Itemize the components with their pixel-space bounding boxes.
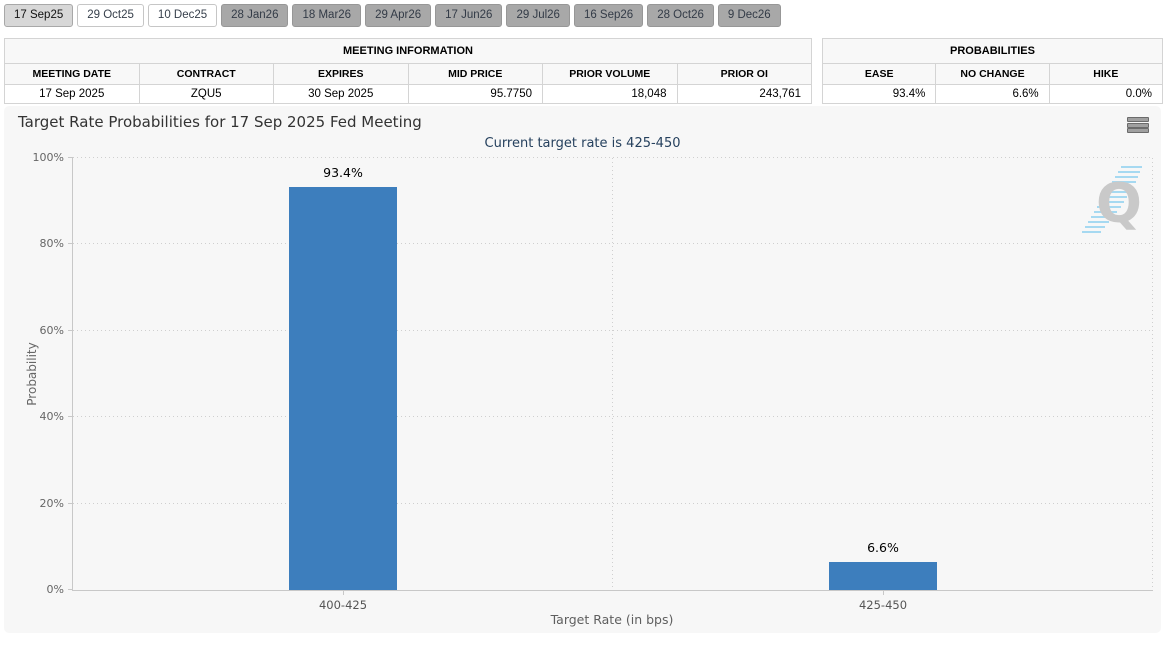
gridline	[73, 502, 1153, 504]
vertical-gridline	[1152, 158, 1153, 590]
probabilities-header-row: EASE NO CHANGE HIKE	[821, 63, 1164, 85]
tab-29-oct25[interactable]: 29 Oct25	[77, 4, 144, 27]
column-header: EXPIRES	[273, 63, 409, 85]
tab-17-jun26[interactable]: 17 Jun26	[435, 4, 503, 27]
y-axis-tick	[68, 589, 73, 590]
table-cell: 93.4%	[821, 84, 937, 104]
column-header: MID PRICE	[407, 63, 543, 85]
meeting-info-title: MEETING INFORMATION	[4, 38, 812, 64]
y-axis-tick	[68, 502, 73, 504]
chart-context-menu-icon[interactable]	[1127, 117, 1149, 133]
tab-9-dec26[interactable]: 9 Dec26	[717, 4, 781, 27]
tab-10-dec25[interactable]: 10 Dec25	[147, 4, 218, 27]
table-cell: 0.0%	[1048, 84, 1164, 104]
tab-17-sep25[interactable]: 17 Sep25	[4, 4, 74, 27]
meeting-info-data-row: 17 Sep 2025 ZQU5 30 Sep 2025 95.7750 18,048 2…	[4, 84, 812, 104]
probabilities-title: PROBABILITIES	[822, 38, 1163, 64]
column-header: NO CHANGE	[935, 63, 1050, 85]
table-cell: 95.7750	[407, 84, 543, 104]
x-axis-title: Target Rate (in bps)	[550, 612, 674, 627]
tab-18-mar26[interactable]: 18 Mar26	[292, 4, 362, 27]
y-axis-tick-label: 40%	[39, 410, 64, 424]
svg-text:Q: Q	[1096, 172, 1142, 235]
column-header: PRIOR OI	[676, 63, 812, 85]
probabilities-data-row: 93.4% 6.6% 0.0%	[821, 84, 1164, 104]
y-axis-tick-label: 20%	[39, 496, 64, 510]
column-header: HIKE	[1048, 63, 1164, 85]
bar-400-425[interactable]	[289, 186, 397, 590]
y-axis-tick-label: 100%	[32, 151, 64, 164]
quikstrike-watermark-icon: Q	[1082, 166, 1142, 235]
x-axis-tick	[343, 590, 344, 595]
x-axis-category-label: 425-450	[858, 598, 908, 612]
bar-value-label: 6.6%	[867, 539, 899, 555]
table-cell: 6.6%	[935, 84, 1050, 104]
meeting-info-table: MEETING INFORMATION MEETING DATE CONTRACT…	[4, 38, 812, 104]
meeting-info-header-row: MEETING DATE CONTRACT EXPIRES MID PRICE PRIO…	[4, 63, 812, 85]
y-axis-tick	[68, 243, 73, 245]
chart-title: Target Rate Probabilities for 17 Sep 202…	[18, 113, 422, 131]
column-header: MEETING DATE	[4, 63, 140, 85]
chart-subtitle: Current target rate is 425-450	[484, 136, 681, 151]
y-axis-tick-label: 80%	[39, 237, 64, 251]
column-header: EASE	[821, 63, 937, 85]
y-axis-tick	[68, 329, 73, 331]
meeting-tab-bar: 17 Sep25 29 Oct25 10 Dec25 28 Jan26 18 Mar26…	[4, 4, 781, 27]
chart-panel: Target Rate Probabilities for 17 Sep 202…	[4, 106, 1161, 633]
bar-value-label: 93.4%	[323, 164, 363, 180]
hamburger-bar	[1127, 128, 1149, 133]
gridline	[73, 243, 1153, 245]
hamburger-bar	[1127, 122, 1149, 128]
table-cell: 243,761	[676, 84, 812, 104]
table-cell: 17 Sep 2025	[4, 84, 140, 104]
tab-29-apr26[interactable]: 29 Apr26	[365, 4, 432, 27]
y-axis-tick	[68, 157, 73, 158]
y-axis-tick-label: 60%	[39, 323, 64, 337]
bar-425-450[interactable]	[829, 561, 937, 590]
gridline	[73, 416, 1153, 418]
table-cell: 18,048	[542, 84, 678, 104]
x-axis-category-label: 400-425	[318, 598, 368, 612]
tab-28-oct26[interactable]: 28 Oct26	[647, 4, 714, 27]
tab-16-sep26[interactable]: 16 Sep26	[573, 4, 644, 27]
hamburger-bar	[1127, 117, 1149, 122]
gridline	[73, 329, 1153, 331]
y-axis-tick	[68, 416, 73, 418]
y-axis-tick-label: 0%	[46, 583, 64, 596]
column-header: CONTRACT	[138, 63, 274, 85]
column-header: PRIOR VOLUME	[542, 63, 678, 85]
probabilities-table: PROBABILITIES EASE NO CHANGE HIKE 93.4% 6.6…	[821, 38, 1164, 104]
tab-29-jul26[interactable]: 29 Jul26	[506, 4, 570, 27]
y-axis-title: Probability	[25, 342, 39, 406]
vertical-gridline	[612, 158, 613, 590]
x-axis-tick	[883, 590, 884, 595]
table-cell: ZQU5	[138, 84, 274, 104]
table-cell: 30 Sep 2025	[273, 84, 409, 104]
gridline	[73, 157, 1153, 158]
plot-area: 0% 20% 40% 60% 80% 100% 93.4% 400-425 6.6% 425-45…	[33, 151, 1153, 612]
tab-28-jan26[interactable]: 28 Jan26	[221, 4, 289, 27]
